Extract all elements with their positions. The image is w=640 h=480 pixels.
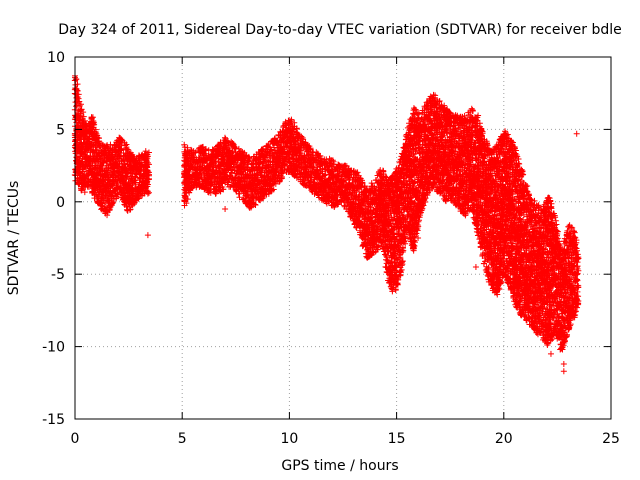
data-point (75, 95, 82, 102)
data-point (91, 121, 98, 128)
data-point (92, 126, 99, 133)
data-point (90, 118, 97, 125)
data-point (73, 76, 80, 83)
data-points (71, 72, 582, 375)
data-point (81, 189, 88, 196)
data-point (78, 187, 85, 194)
data-point (74, 81, 81, 88)
data-point (95, 134, 102, 141)
data-point (77, 101, 84, 108)
data-point (72, 99, 79, 106)
data-point (80, 113, 87, 120)
data-point (86, 133, 93, 140)
data-point (80, 109, 87, 116)
data-point (89, 148, 96, 155)
data-point (74, 87, 81, 94)
